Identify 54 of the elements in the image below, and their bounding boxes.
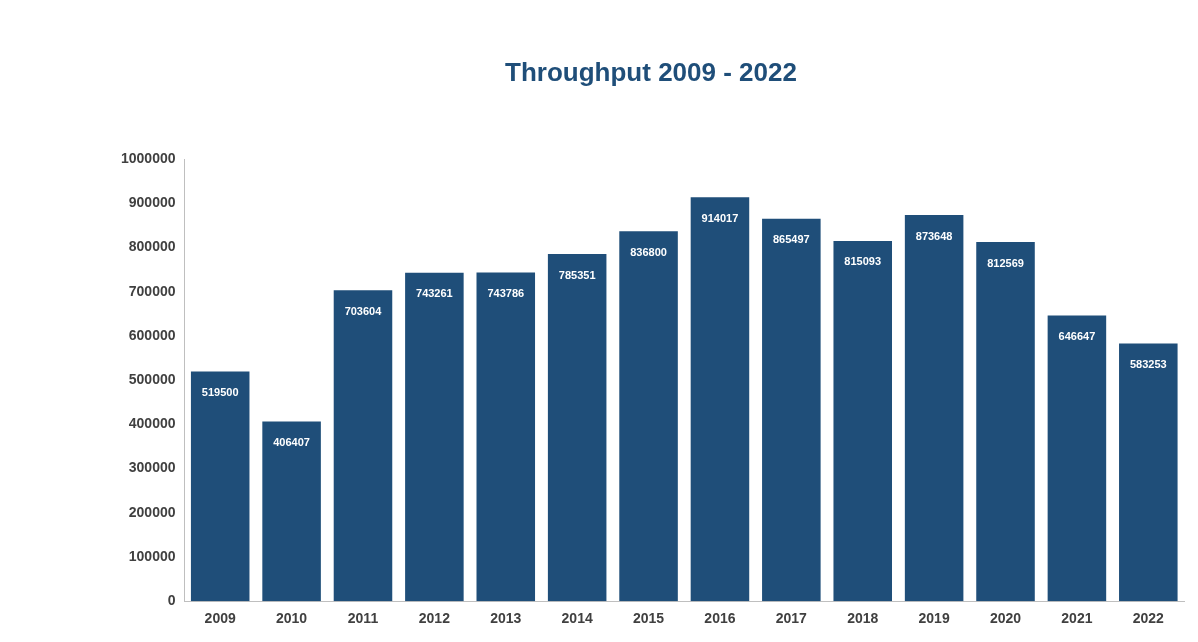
bar (405, 272, 464, 602)
x-tick-label: 2018 (847, 610, 879, 627)
data-label: 519500 (201, 386, 239, 399)
data-label: 914017 (701, 211, 739, 224)
chart-title: Throughput 2009 - 2022 (505, 56, 797, 87)
y-tick-label: 400000 (128, 415, 176, 432)
y-tick-label: 500000 (128, 371, 176, 388)
x-tick-label: 2012 (418, 610, 451, 627)
bar (1047, 315, 1107, 602)
data-label: 406407 (273, 436, 310, 449)
bar (476, 272, 536, 602)
data-label: 812569 (987, 256, 1024, 269)
bar (619, 231, 678, 602)
y-tick-label: 200000 (128, 503, 176, 520)
data-label: 873648 (915, 229, 953, 242)
x-tick-label: 2014 (561, 610, 593, 627)
bar (762, 218, 821, 602)
data-label: 815093 (844, 255, 882, 268)
data-label: 785351 (558, 268, 596, 281)
x-tick-label: 2013 (490, 610, 522, 627)
y-tick-label: 300000 (128, 459, 176, 476)
bar (833, 240, 892, 602)
data-label: 743786 (487, 286, 525, 299)
x-tick-label: 2016 (704, 610, 736, 627)
bar (262, 421, 321, 602)
data-label: 836800 (630, 245, 667, 258)
data-label: 646647 (1058, 329, 1096, 342)
x-tick-label: 2020 (989, 610, 1022, 627)
x-tick-label: 2022 (1132, 610, 1165, 627)
x-tick-label: 2021 (1061, 610, 1093, 627)
data-label: 703604 (344, 304, 383, 317)
y-tick-label: 900000 (128, 194, 176, 211)
x-tick-label: 2009 (204, 610, 236, 627)
x-tick-label: 2010 (276, 610, 308, 627)
y-tick-label: 800000 (128, 238, 176, 255)
data-label: 743261 (416, 287, 453, 300)
x-tick-label: 2019 (918, 610, 950, 627)
data-label: 583253 (1129, 357, 1167, 370)
bar (333, 290, 393, 602)
y-tick-label: 0 (167, 592, 176, 609)
y-tick-label: 700000 (128, 282, 176, 299)
x-tick-label: 2015 (632, 610, 665, 627)
y-tick-label: 1000000 (120, 150, 176, 167)
bar (976, 242, 1035, 602)
bar (904, 215, 964, 602)
bar (547, 254, 607, 602)
x-tick-label: 2017 (775, 610, 808, 627)
bar (690, 197, 750, 602)
y-tick-label: 100000 (128, 547, 176, 564)
y-tick-label: 600000 (128, 326, 176, 343)
x-tick-label: 2011 (347, 610, 379, 627)
bar (190, 371, 250, 602)
data-label: 865497 (772, 233, 810, 246)
bar (1119, 343, 1178, 602)
